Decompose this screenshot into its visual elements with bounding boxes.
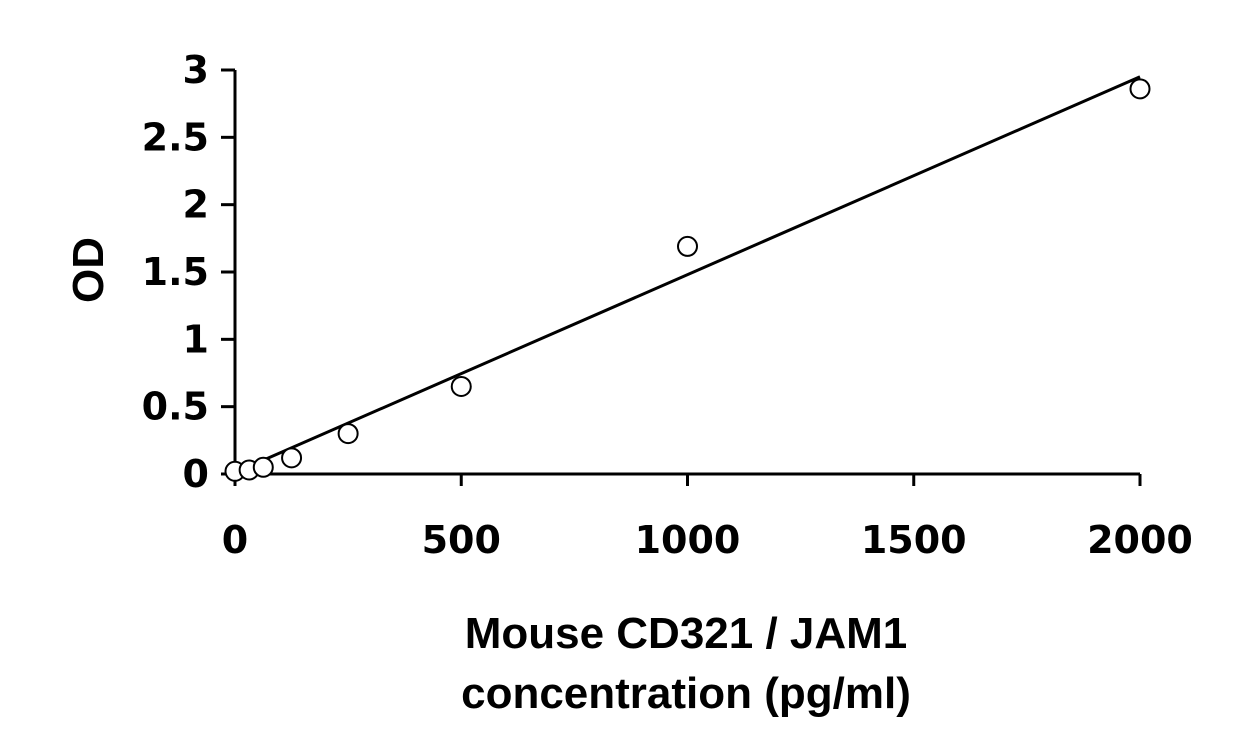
x-axis: 0 500 1000 1500 2000 — [222, 472, 1193, 562]
y-tick-label: 1 — [183, 317, 209, 361]
data-point — [450, 375, 472, 397]
y-tick-label: 1.5 — [142, 250, 209, 294]
x-axis-title-line-1: Mouse CD321 / JAM1 — [465, 609, 908, 658]
data-point — [281, 447, 303, 469]
y-tick-label: 3 — [183, 48, 209, 92]
data-point — [677, 235, 698, 257]
y-tick-label: 2 — [183, 183, 209, 227]
y-tick-label: 0 — [183, 452, 209, 496]
data-point — [337, 423, 359, 445]
x-axis-title-line-2: concentration (pg/ml) — [461, 669, 911, 718]
y-tick-label: 0.5 — [142, 385, 209, 429]
y-axis-title: OD — [64, 237, 113, 303]
x-tick-label: 500 — [422, 518, 501, 562]
trend-line — [243, 75, 1141, 470]
y-axis: 0 0.5 1 1.5 2 2.5 3 — [142, 48, 237, 496]
data-point — [252, 456, 274, 478]
x-tick-label: 1500 — [861, 518, 967, 562]
x-tick-label: 2000 — [1087, 518, 1193, 562]
data-point — [1129, 78, 1151, 100]
y-tick-label: 2.5 — [142, 115, 209, 159]
x-tick-label: 1000 — [635, 518, 741, 562]
plot-area — [224, 75, 1151, 482]
x-tick-label: 0 — [222, 518, 248, 562]
